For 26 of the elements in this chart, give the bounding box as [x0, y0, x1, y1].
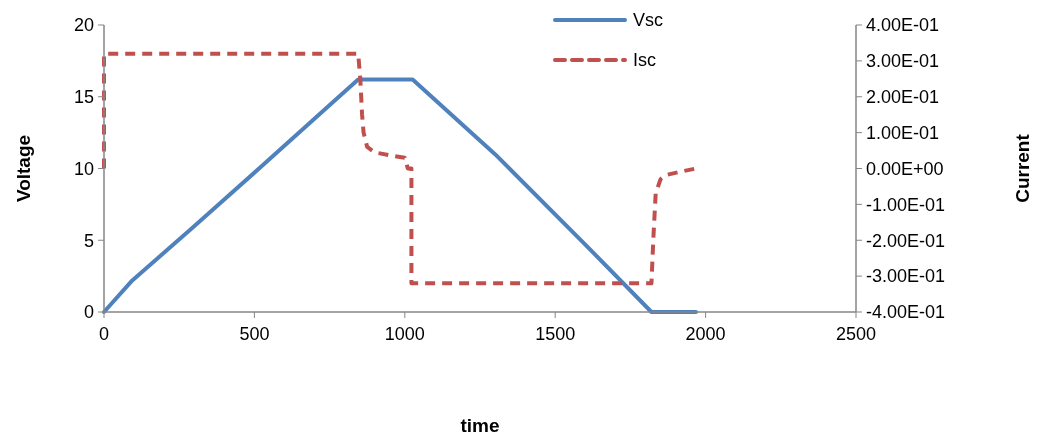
- y2-tick-label: -4.00E-01: [866, 302, 946, 323]
- x-tick-label: 1000: [384, 324, 425, 344]
- y2-tick-label: 4.00E-01: [866, 15, 940, 36]
- x-tick-label: 2500: [835, 324, 877, 344]
- y2-tick-label: -3.00E-01: [866, 266, 946, 287]
- y-tick-label: 15: [73, 87, 94, 108]
- y-tick-label: 5: [83, 230, 94, 251]
- y2-tick-label: 0.00E+00: [866, 158, 944, 179]
- x-tick-label: 1500: [535, 324, 576, 344]
- y2-tick-label: 1.00E-01: [866, 122, 940, 143]
- y2-axis-title: Current: [1012, 133, 1033, 203]
- y2-tick-label: 2.00E-01: [866, 87, 940, 108]
- y-tick-label: 10: [73, 158, 94, 179]
- y-tick-label: 20: [73, 15, 94, 36]
- x-tick-label: 2000: [685, 324, 726, 344]
- x-tick-label: 500: [239, 324, 270, 344]
- y-axis-title: Voltage: [13, 134, 34, 203]
- legend-label: Isc: [633, 50, 657, 71]
- line-series: [102, 77, 698, 314]
- x-tick-label: 0: [98, 324, 110, 344]
- y-tick-label: 0: [83, 302, 94, 323]
- y2-tick-label: 3.00E-01: [866, 51, 940, 72]
- y2-tick-label: -2.00E-01: [866, 230, 946, 251]
- legend-label: Vsc: [633, 10, 664, 31]
- x-axis-title: time: [460, 415, 500, 436]
- y2-tick-label: -1.00E-01: [866, 194, 946, 215]
